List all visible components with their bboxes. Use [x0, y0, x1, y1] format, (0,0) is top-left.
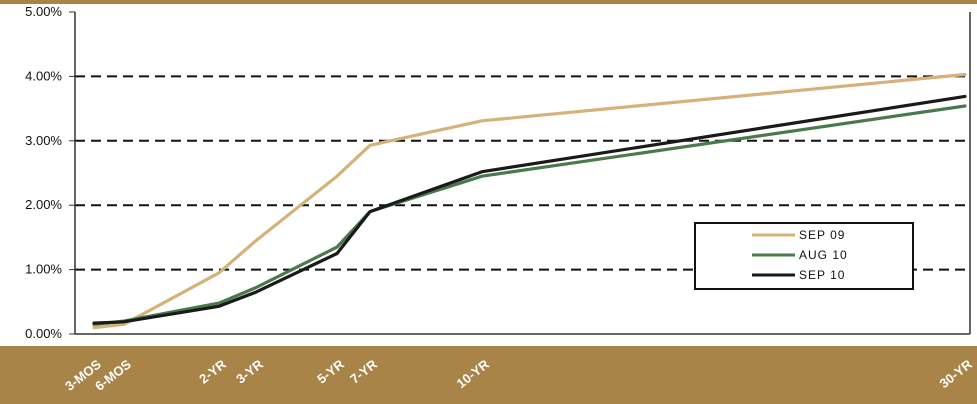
x-tick-label: 2-YR [196, 356, 229, 386]
x-tick-label: 5-YR [314, 356, 347, 386]
y-tick-label: 2.00% [25, 197, 62, 212]
y-tick-label: 3.00% [25, 133, 62, 148]
y-tick-label: 4.00% [25, 68, 62, 83]
x-tick-label: 7-YR [347, 356, 380, 386]
y-tick-labels: 0.00% 1.00% 2.00% 3.00% 4.00% 5.00% [25, 4, 62, 341]
y-tick-label: 5.00% [25, 4, 62, 19]
x-tick-label: 30-YR [937, 356, 976, 391]
series-line [92, 94, 967, 325]
legend-box [694, 222, 914, 290]
x-tick-label: 3-YR [233, 356, 266, 386]
series-line [92, 104, 967, 326]
legend-label: AUG 10 [799, 248, 848, 262]
legend-label: SEP 10 [799, 268, 845, 282]
y-tick-label: 0.00% [25, 326, 62, 341]
series-line [92, 72, 967, 330]
legend: SEP 09 AUG 10 SEP 10 [694, 222, 914, 290]
x-axis-band [0, 346, 977, 404]
x-tick-label: 10-YR [454, 356, 493, 391]
y-tick-label: 1.00% [25, 262, 62, 277]
top-accent-bar [0, 0, 977, 4]
series-lines [92, 72, 967, 330]
axes [69, 11, 971, 335]
legend-label: SEP 09 [799, 228, 845, 242]
